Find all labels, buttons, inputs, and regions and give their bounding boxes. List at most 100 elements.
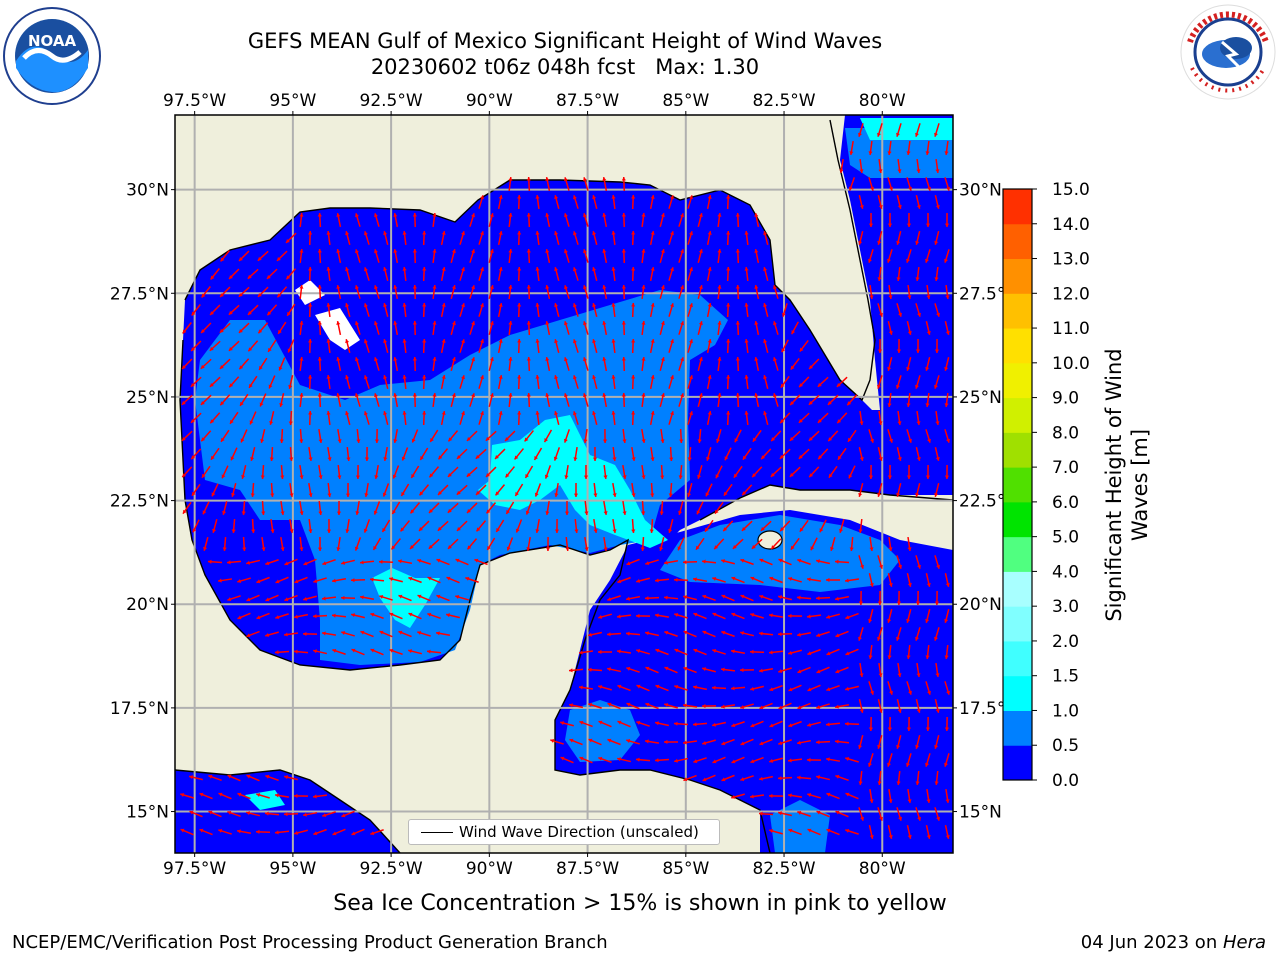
wave-arrow-head	[535, 267, 540, 271]
wave-arrow-head	[564, 393, 568, 398]
lat-tick-label: 25°N	[126, 388, 169, 408]
wave-arrow-head	[621, 177, 626, 181]
wave-arrow-head	[660, 393, 665, 398]
colorbar-frame	[1002, 188, 1033, 781]
wave-arrow-head	[240, 438, 245, 443]
wave-arrow-head	[712, 759, 717, 764]
wave-arrow-head	[279, 439, 284, 443]
wave-arrow-head	[208, 810, 213, 815]
wave-arrow-head	[588, 632, 592, 637]
wave-arrow-head	[702, 777, 707, 782]
wave-arrow-head	[946, 438, 951, 443]
wave-arrow-head	[631, 375, 636, 379]
wave-arrow-head	[935, 169, 940, 173]
wave-arrow-head	[933, 132, 938, 137]
wave-arrow-head	[925, 655, 930, 659]
wave-arrow-head	[744, 375, 749, 379]
wave-arrow-head	[256, 793, 261, 797]
wave-arrow-head	[508, 393, 513, 397]
wave-arrow-head	[769, 829, 774, 834]
wave-arrow-head	[250, 493, 255, 497]
wave-arrow-head	[827, 400, 832, 405]
wave-arrow-head	[456, 490, 461, 495]
wave-arrow-head	[246, 597, 251, 602]
wave-arrow-head	[664, 630, 669, 635]
wave-arrow-head	[915, 277, 920, 281]
wave-arrow-head	[689, 231, 693, 236]
wave-arrow-head	[535, 411, 540, 415]
wave-arrow-head	[683, 703, 687, 708]
wave-arrow-head	[508, 321, 513, 325]
wave-arrow-head	[370, 612, 375, 617]
wave-arrow-head	[525, 474, 529, 479]
wave-arrow-head	[318, 475, 323, 479]
wave-arrow-head	[683, 595, 688, 600]
wave-arrow-head	[247, 274, 252, 279]
wave-arrow-head	[631, 457, 636, 461]
wave-arrow-head	[897, 709, 902, 713]
wave-arrow-head	[944, 727, 949, 731]
wave-arrow-head	[355, 249, 359, 254]
wave-arrow-head	[448, 437, 453, 442]
wave-arrow-head	[926, 295, 931, 299]
colorbar-segment	[1003, 258, 1032, 294]
wave-arrow-head	[742, 455, 747, 460]
wave-arrow-head	[422, 375, 427, 379]
wave-arrow-head	[517, 411, 522, 415]
wave-arrow-head	[773, 321, 777, 326]
wave-arrow-head	[712, 576, 717, 581]
wave-arrow-head	[740, 705, 745, 709]
wave-arrow-head	[674, 648, 679, 653]
wave-arrow-head	[583, 177, 587, 182]
wave-arrow-head	[564, 321, 568, 326]
wave-arrow-head	[816, 669, 821, 674]
wave-arrow-head	[845, 756, 850, 761]
wave-arrow-head	[341, 631, 346, 635]
wave-arrow-head	[432, 213, 437, 217]
wave-arrow-head	[707, 195, 712, 199]
legend-line-icon	[421, 832, 453, 833]
wave-arrow-head	[655, 578, 659, 583]
wave-arrow-head	[355, 393, 359, 398]
wave-arrow-head	[750, 613, 755, 617]
wave-arrow-head	[246, 811, 251, 816]
wave-arrow-head	[731, 649, 735, 654]
wave-arrow-head	[373, 510, 378, 515]
wave-arrow-head	[211, 492, 216, 497]
wave-arrow-head	[248, 347, 253, 352]
wave-arrow-head	[845, 686, 849, 691]
wave-arrow-head	[934, 636, 938, 641]
colorbar-segment	[1003, 467, 1032, 503]
wave-arrow-head	[733, 473, 738, 478]
wave-arrow-head	[480, 195, 484, 200]
wave-arrow-head	[240, 401, 244, 406]
wave-arrow-head	[422, 339, 427, 343]
map-area	[175, 115, 953, 853]
wave-arrow-head	[432, 285, 437, 289]
wave-arrow-head	[345, 493, 351, 497]
wave-arrow-head	[602, 439, 608, 443]
wave-arrow-head	[879, 312, 884, 317]
wave-arrow-head	[763, 339, 768, 344]
wave-arrow-head	[877, 744, 882, 749]
wave-arrow-head	[807, 828, 812, 833]
wave-arrow-head	[515, 492, 519, 497]
wave-arrow-head	[326, 231, 331, 235]
wave-arrow-head	[545, 547, 551, 551]
wave-arrow-head	[771, 437, 776, 442]
wave-arrow-head	[807, 793, 812, 797]
wave-arrow-head	[641, 285, 646, 289]
wave-arrow-head	[835, 704, 839, 709]
wave-arrow-head	[456, 455, 461, 459]
wave-arrow-head	[636, 649, 641, 654]
wave-arrow-head	[897, 169, 902, 173]
wave-arrow-head	[621, 249, 626, 253]
wave-arrow-head	[612, 529, 617, 533]
wave-arrow-head	[363, 303, 368, 308]
coastline-mexico	[179, 339, 771, 853]
wave-arrow-head	[626, 631, 630, 636]
wave-arrow-head	[780, 383, 785, 388]
wave-arrow-head	[461, 303, 465, 308]
wave-arrow-head	[441, 267, 446, 271]
colorbar-label-line2: Waves [m]	[1128, 428, 1152, 542]
